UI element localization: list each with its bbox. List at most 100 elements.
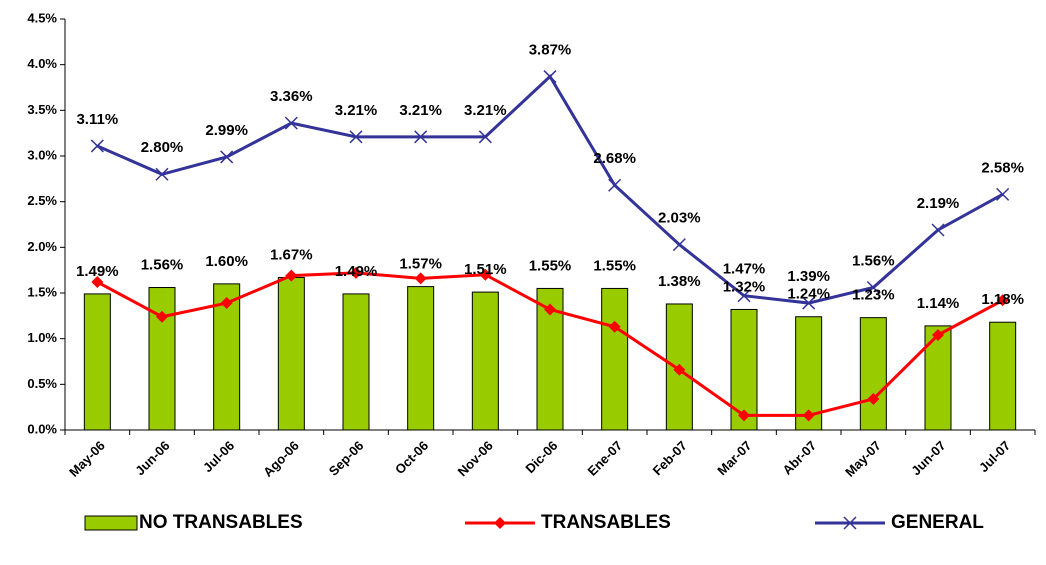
data-label: 1.18% <box>981 291 1024 308</box>
marker <box>91 276 104 289</box>
marker <box>350 266 362 279</box>
marker <box>738 409 750 422</box>
marker <box>285 269 298 282</box>
data-label: 1.14% <box>917 295 960 312</box>
data-label: 1.51% <box>464 261 507 278</box>
bar <box>407 286 435 431</box>
marker <box>349 130 363 144</box>
marker <box>478 130 492 144</box>
data-label: 1.32% <box>723 278 766 295</box>
data-label: 2.80% <box>141 139 184 156</box>
legend-marker <box>494 517 506 529</box>
data-label: 1.39% <box>787 268 830 285</box>
x-tick-label: Ago-06 <box>260 438 302 480</box>
x-tick-label: Oct-06 <box>392 438 431 477</box>
data-label: 1.67% <box>270 246 313 263</box>
y-tick-label: 3.5% <box>27 102 57 117</box>
marker <box>544 303 556 316</box>
data-label: 2.19% <box>917 195 960 212</box>
marker <box>543 70 557 84</box>
data-label: 2.68% <box>593 150 636 167</box>
marker <box>673 363 686 376</box>
bar <box>148 287 176 431</box>
marker <box>414 130 428 144</box>
y-tick-label: 2.0% <box>27 239 57 254</box>
legend-swatch <box>84 515 138 531</box>
marker <box>479 268 492 281</box>
marker <box>802 296 816 310</box>
marker <box>802 409 815 422</box>
marker <box>867 392 880 405</box>
x-tick-label: May-06 <box>66 438 108 480</box>
data-label: 2.58% <box>981 159 1024 176</box>
data-label: 3.87% <box>529 42 572 59</box>
data-label: 1.55% <box>593 257 636 274</box>
bar <box>83 293 111 431</box>
bar <box>342 293 370 431</box>
marker <box>608 320 621 333</box>
legend-marker <box>843 516 857 530</box>
x-tick-label: Jun-07 <box>908 438 948 478</box>
x-tick-label: Abr-07 <box>779 438 819 478</box>
marker <box>90 139 104 153</box>
x-tick-label: Feb-07 <box>650 438 690 478</box>
data-label: 1.24% <box>787 286 830 303</box>
marker <box>672 238 686 252</box>
x-tick-label: Mar-07 <box>714 438 754 478</box>
data-label: 1.47% <box>723 261 766 278</box>
x-tick-label: Nov-06 <box>455 438 496 479</box>
legend-label: NO TRANSABLES <box>139 512 303 533</box>
data-label: 1.49% <box>76 263 119 280</box>
data-label: 2.99% <box>205 122 248 139</box>
data-label: 3.21% <box>399 102 442 119</box>
data-label: 3.36% <box>270 88 313 105</box>
y-tick-label: 1.5% <box>27 284 57 299</box>
marker <box>996 187 1010 201</box>
data-label: 3.21% <box>464 102 507 119</box>
marker <box>866 280 880 295</box>
legend-label: GENERAL <box>891 512 984 533</box>
marker <box>220 297 233 310</box>
bar <box>601 287 629 431</box>
x-tick-label: May-07 <box>842 438 884 480</box>
data-label: 1.23% <box>852 287 895 304</box>
x-tick-label: Sep-06 <box>326 438 367 479</box>
bar <box>277 276 305 431</box>
data-label: 1.38% <box>658 273 701 290</box>
data-label: 1.56% <box>141 256 184 273</box>
x-tick-label: Jun-06 <box>132 438 172 478</box>
marker <box>608 178 622 192</box>
y-tick-label: 4.0% <box>27 56 57 71</box>
bar <box>471 291 499 431</box>
bar <box>989 321 1017 431</box>
marker <box>737 289 751 303</box>
y-tick-label: 4.5% <box>27 10 57 25</box>
marker <box>155 167 169 181</box>
data-label: 1.49% <box>335 263 378 280</box>
marker <box>932 329 944 342</box>
marker <box>996 294 1009 307</box>
marker <box>414 272 427 285</box>
x-tick-label: Jul-07 <box>976 438 1013 475</box>
data-label: 1.55% <box>529 257 572 274</box>
y-tick-label: 0.5% <box>27 376 57 391</box>
legend-label: TRANSABLES <box>541 512 671 533</box>
data-label: 1.57% <box>399 256 442 273</box>
data-label: 3.21% <box>335 102 378 119</box>
y-tick-label: 0.0% <box>27 421 57 436</box>
data-label: 1.60% <box>205 253 248 270</box>
y-tick-label: 3.0% <box>27 147 57 162</box>
bar <box>924 325 952 431</box>
x-tick-label: Jul-06 <box>200 438 237 475</box>
data-label: 2.03% <box>658 210 701 227</box>
marker <box>284 116 298 130</box>
marker <box>220 150 234 164</box>
bar <box>859 317 887 431</box>
marker <box>156 310 168 323</box>
x-tick-label: Ene-07 <box>584 438 625 479</box>
x-tick-label: Dic-06 <box>522 438 560 476</box>
data-label: 3.11% <box>76 111 118 128</box>
y-tick-label: 2.5% <box>27 193 57 208</box>
data-label: 1.56% <box>852 252 895 269</box>
